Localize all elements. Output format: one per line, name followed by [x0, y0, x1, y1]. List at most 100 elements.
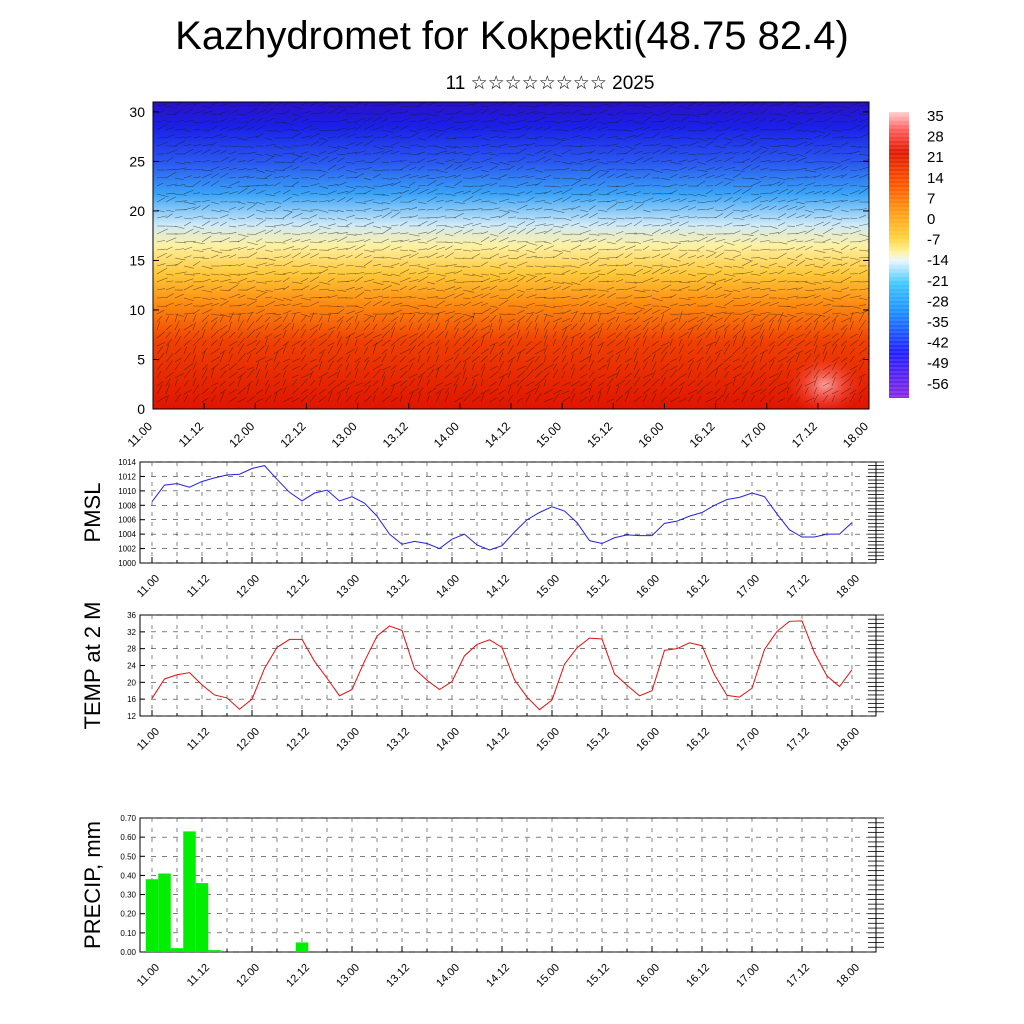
wind-barb	[606, 373, 618, 379]
wind-barb	[237, 352, 246, 363]
wind-barb	[822, 321, 831, 331]
wind-barb	[714, 388, 721, 395]
wind-barb	[822, 184, 833, 187]
wind-barb	[489, 305, 498, 308]
wind-barb	[444, 137, 457, 139]
wind-barb	[813, 330, 820, 339]
wind-barb	[165, 264, 178, 267]
wind-barb	[246, 280, 256, 283]
wind-barb	[264, 169, 276, 173]
wind-barb	[228, 321, 232, 331]
wind-barb	[678, 152, 688, 155]
wind-barb	[246, 145, 254, 149]
wind-barb	[858, 386, 867, 395]
wind-barb	[156, 176, 167, 179]
wind-barb	[471, 362, 476, 371]
wind-barb	[624, 379, 631, 387]
wind-barb	[183, 368, 192, 379]
y-axis-title: PMSL	[80, 483, 105, 543]
wind-barb	[570, 332, 582, 339]
wind-barb	[543, 321, 550, 331]
wind-barb	[390, 321, 397, 331]
wind-barb	[201, 289, 213, 293]
wind-barb	[534, 384, 540, 395]
wind-barb	[417, 165, 425, 171]
wind-barb	[669, 241, 681, 244]
y-tick-label: 28	[127, 645, 136, 654]
wind-barb	[552, 111, 564, 115]
wind-barb	[750, 281, 761, 284]
wind-barb	[246, 286, 256, 291]
wind-barb	[192, 230, 200, 235]
wind-barb	[390, 102, 401, 107]
wind-barb	[255, 389, 264, 395]
wind-barb	[732, 173, 741, 179]
wind-barb	[300, 111, 311, 115]
wind-barb	[786, 185, 795, 187]
warm-core	[787, 355, 863, 409]
wind-barb	[570, 363, 575, 371]
wind-barb	[237, 375, 242, 387]
wind-barb	[615, 288, 625, 291]
wind-barb	[498, 211, 510, 219]
wind-barb	[795, 223, 804, 227]
wind-barb	[723, 126, 732, 131]
wind-barb	[363, 135, 373, 139]
wind-barb	[156, 346, 164, 355]
wind-barb	[255, 190, 266, 195]
wind-barb	[426, 263, 436, 267]
wind-barb	[570, 388, 576, 395]
wind-barb	[840, 327, 848, 339]
wind-barb	[309, 132, 321, 139]
wind-barb	[795, 105, 804, 108]
wind-barb	[579, 209, 589, 212]
wind-barb	[228, 151, 237, 155]
wind-barb	[579, 340, 586, 347]
wind-barb	[624, 261, 633, 267]
wind-barb	[750, 377, 760, 387]
wind-barb	[615, 253, 624, 259]
wind-barb	[444, 126, 456, 131]
wind-barb	[408, 198, 417, 203]
wind-barb	[417, 323, 423, 331]
wind-barb	[489, 129, 499, 132]
wind-barb	[525, 208, 535, 211]
wind-barb	[597, 193, 610, 196]
wind-barb	[336, 132, 348, 139]
wind-barb	[255, 238, 263, 243]
wind-barb	[228, 191, 238, 195]
wind-barb	[615, 158, 625, 163]
wind-barb	[408, 285, 417, 291]
wind-barb	[759, 322, 765, 331]
wind-barb	[606, 280, 615, 283]
wind-barb	[570, 323, 578, 331]
wind-barb	[750, 102, 759, 107]
wind-barb	[408, 132, 420, 139]
wind-barb	[174, 200, 187, 203]
wind-barb	[237, 343, 245, 355]
wind-barb	[408, 272, 417, 275]
wind-barb	[507, 338, 513, 347]
wind-barb	[651, 289, 660, 293]
wind-barb	[453, 229, 463, 235]
wind-barb	[543, 201, 552, 204]
wind-barb	[336, 343, 343, 355]
wind-barb	[561, 295, 571, 299]
wind-barb	[795, 353, 800, 363]
wind-barb	[768, 328, 775, 339]
wind-barb	[210, 395, 216, 403]
wind-barb	[219, 214, 229, 219]
wind-barb	[723, 289, 733, 293]
wind-barb	[408, 378, 416, 387]
wind-barb	[381, 103, 392, 107]
wind-barb	[768, 373, 779, 379]
wind-barb	[723, 343, 731, 355]
wind-barb	[714, 151, 723, 155]
wind-barb	[687, 249, 700, 252]
wind-barb	[381, 161, 390, 164]
wind-barb	[183, 330, 191, 339]
wind-barb	[309, 223, 318, 227]
wind-barb	[228, 312, 234, 323]
wind-barb	[192, 313, 197, 323]
wind-barb	[588, 353, 592, 363]
